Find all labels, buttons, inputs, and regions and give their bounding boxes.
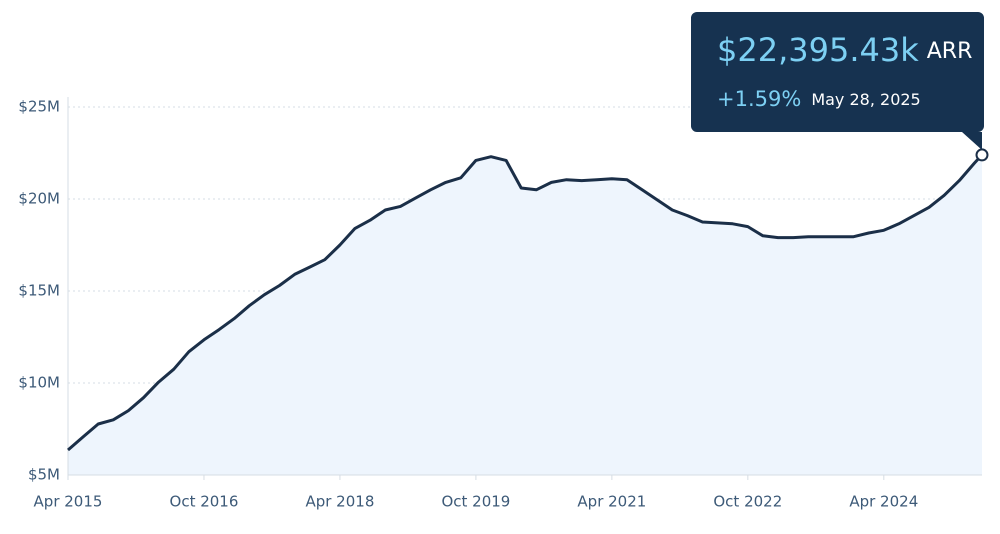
tooltip: $22,395.43k ARR +1.59% May 28, 2025 (691, 12, 984, 150)
y-tick-label: $10M (18, 374, 60, 392)
x-tick-label: Apr 2015 (34, 493, 103, 511)
x-tick-label: Apr 2021 (577, 493, 646, 511)
y-tick-label: $5M (28, 466, 60, 484)
tooltip-change-text: +1.59% (717, 87, 801, 111)
line (67, 153, 984, 452)
x-tick-label: Oct 2019 (441, 493, 510, 511)
y-tick-label: $15M (18, 282, 60, 300)
tooltip-box (691, 12, 984, 150)
y-tick-label: $25M (18, 98, 60, 116)
end-point (975, 148, 989, 162)
x-tick-label: Oct 2022 (713, 493, 782, 511)
tooltip-change: +1.59% May 28, 2025 (717, 87, 921, 111)
x-tick-label: Oct 2016 (170, 493, 239, 511)
tooltip-date: May 28, 2025 (811, 90, 920, 109)
y-tick-label: $20M (18, 190, 60, 208)
area-fill (68, 154, 982, 475)
tooltip-value-text: $22,395.43k (717, 31, 919, 69)
tooltip-value: $22,395.43k ARR (717, 31, 972, 69)
x-tick-label: Apr 2018 (305, 493, 374, 511)
tooltip-unit: ARR (927, 39, 973, 64)
x-tick-label: Apr 2024 (849, 493, 918, 511)
